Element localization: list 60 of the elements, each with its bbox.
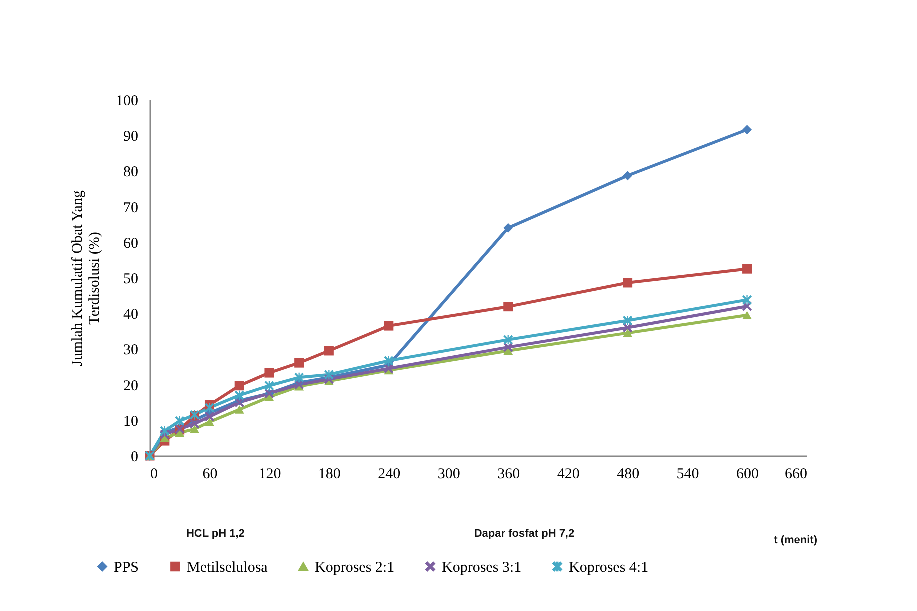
point xyxy=(504,335,514,345)
y-tick-label: 30 xyxy=(124,342,138,359)
point xyxy=(504,302,514,312)
y-tick-label: 80 xyxy=(124,164,138,181)
x-tick-label: 600 xyxy=(736,466,760,482)
y-tick-label: 0 xyxy=(131,450,138,466)
x-tick-label: 300 xyxy=(438,466,460,482)
point xyxy=(742,295,752,305)
point xyxy=(742,311,752,320)
point xyxy=(264,381,274,391)
y-axis-title: Jumlah Kumulatif Obat Yang Terdisolusi (%) xyxy=(70,190,103,366)
point xyxy=(384,356,394,366)
point xyxy=(294,358,304,368)
y-tick-label: 40 xyxy=(124,307,138,324)
legend-label: Metilselulosa xyxy=(187,560,268,576)
point xyxy=(234,390,244,400)
x-axis-title: t (menit) xyxy=(774,534,818,546)
x-tick-label: 480 xyxy=(617,466,640,482)
x-tick-label: 120 xyxy=(258,466,282,482)
y-tick-label: 60 xyxy=(124,236,138,252)
point xyxy=(234,381,244,391)
y-tick-label: 10 xyxy=(124,414,138,430)
point xyxy=(190,425,200,434)
point xyxy=(623,316,633,326)
x-tick-label: 360 xyxy=(498,466,520,482)
x-tick-label: 0 xyxy=(150,466,158,482)
point xyxy=(324,370,334,380)
legend-label: Koproses 2:1 xyxy=(315,560,395,576)
point xyxy=(742,264,752,274)
legend-label: Koproses 4:1 xyxy=(569,560,649,576)
x-tick-label: 240 xyxy=(378,466,401,482)
text: Dapar fosfat pH 7,2 xyxy=(474,528,575,540)
x-tick-label: 60 xyxy=(202,466,218,482)
point xyxy=(204,418,214,426)
text: HCL pH 1,2 xyxy=(186,528,245,540)
legend-label: PPS xyxy=(114,560,140,576)
y-tick-label: 20 xyxy=(124,378,138,394)
point xyxy=(623,171,633,181)
point xyxy=(294,372,304,382)
x-tick-label: 540 xyxy=(676,466,700,482)
point xyxy=(504,223,514,233)
point xyxy=(234,406,244,414)
point xyxy=(623,278,633,288)
legend-label: Koproses 3:1 xyxy=(442,560,522,576)
point xyxy=(384,321,394,331)
y-tick-label: 50 xyxy=(124,272,138,288)
point xyxy=(742,125,752,135)
point xyxy=(190,419,200,429)
point xyxy=(264,368,274,378)
point xyxy=(204,403,214,413)
point xyxy=(204,412,214,422)
x-tick-label: 420 xyxy=(557,466,580,482)
y-tick-label: 100 xyxy=(116,94,138,110)
point xyxy=(623,329,633,338)
x-tick-label: 660 xyxy=(785,466,808,482)
point xyxy=(324,346,334,356)
x-tick-label: 180 xyxy=(318,466,341,482)
y-tick-label: 70 xyxy=(124,200,138,216)
point xyxy=(175,416,185,426)
y-tick-label: 90 xyxy=(124,129,138,146)
